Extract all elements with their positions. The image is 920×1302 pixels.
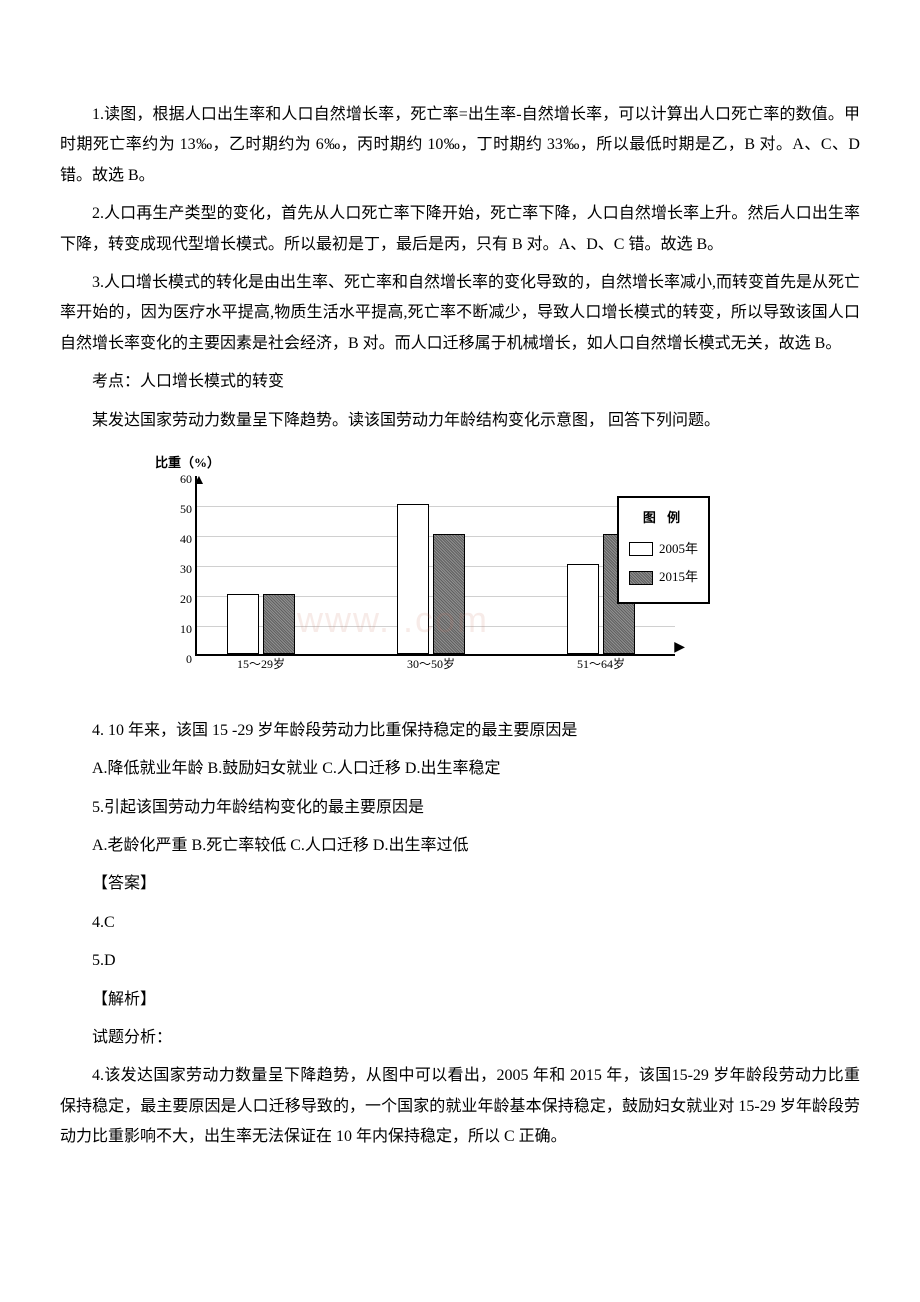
explanation-1: 1.读图，根据人口出生率和人口自然增长率，死亡率=出生率-自然增长率，可以计算出… <box>60 100 860 191</box>
chart-ytick: 40 <box>162 528 192 551</box>
chart-bar <box>263 594 295 654</box>
legend-swatch-2005 <box>629 542 653 556</box>
explanation-4: 4.该发达国家劳动力数量呈下降趋势，从图中可以看出，2005 年和 2015 年… <box>60 1061 860 1152</box>
chart-plot-area: ▲ ▶ 15～29岁30～50岁51～64岁 www. .com <box>195 476 675 656</box>
answer-5: 5.D <box>60 946 860 976</box>
chart-ytick: 10 <box>162 618 192 641</box>
explanation-3: 3.人口增长模式的转化是由出生率、死亡率和自然增长率的变化导致的，自然增长率减小… <box>60 268 860 359</box>
answer-label: 【答案】 <box>60 869 860 899</box>
x-axis-arrow-icon: ▶ <box>674 635 685 662</box>
chart-bar <box>397 504 429 654</box>
chart-bar <box>433 534 465 654</box>
legend-label-2005: 2005年 <box>659 537 698 562</box>
chart-ytick: 30 <box>162 558 192 581</box>
chart-bar <box>567 564 599 654</box>
explanation-intro: 试题分析： <box>60 1023 860 1053</box>
chart-legend: 图 例 2005年 2015年 <box>617 496 710 604</box>
explanation-2: 2.人口再生产类型的变化，首先从人口死亡率下降开始，死亡率下降，人口自然增长率上… <box>60 199 860 260</box>
chart-ytick: 20 <box>162 588 192 611</box>
y-axis-arrow-icon: ▲ <box>192 468 206 495</box>
chart-gridline <box>197 506 675 507</box>
legend-item-2015: 2015年 <box>629 565 698 590</box>
legend-label-2015: 2015年 <box>659 565 698 590</box>
legend-item-2005: 2005年 <box>629 537 698 562</box>
answer-4: 4.C <box>60 908 860 938</box>
chart-xtick: 30～50岁 <box>397 653 465 676</box>
labor-age-chart: 比重（%） ▲ ▶ 15～29岁30～50岁51～64岁 www. .com 0… <box>140 456 700 696</box>
topic-label: 考点：人口增长模式的转变 <box>60 367 860 397</box>
legend-title: 图 例 <box>629 506 698 531</box>
chart-xtick: 51～64岁 <box>567 653 635 676</box>
question-5: 5.引起该国劳动力年龄结构变化的最主要原因是 <box>60 793 860 823</box>
chart-xtick: 15～29岁 <box>227 653 295 676</box>
legend-swatch-2015 <box>629 571 653 585</box>
chart-ytick: 0 <box>162 648 192 671</box>
question-5-options: A.老龄化严重 B.死亡率较低 C.人口迁移 D.出生率过低 <box>60 831 860 861</box>
scenario-intro: 某发达国家劳动力数量呈下降趋势。读该国劳动力年龄结构变化示意图， 回答下列问题。 <box>60 406 860 436</box>
chart-bar <box>227 594 259 654</box>
chart-ytick: 50 <box>162 498 192 521</box>
chart-ytick: 60 <box>162 468 192 491</box>
explanation-label: 【解析】 <box>60 985 860 1015</box>
question-4-options: A.降低就业年龄 B.鼓励妇女就业 C.人口迁移 D.出生率稳定 <box>60 754 860 784</box>
question-4: 4. 10 年来，该国 15 -29 岁年龄段劳动力比重保持稳定的最主要原因是 <box>60 716 860 746</box>
